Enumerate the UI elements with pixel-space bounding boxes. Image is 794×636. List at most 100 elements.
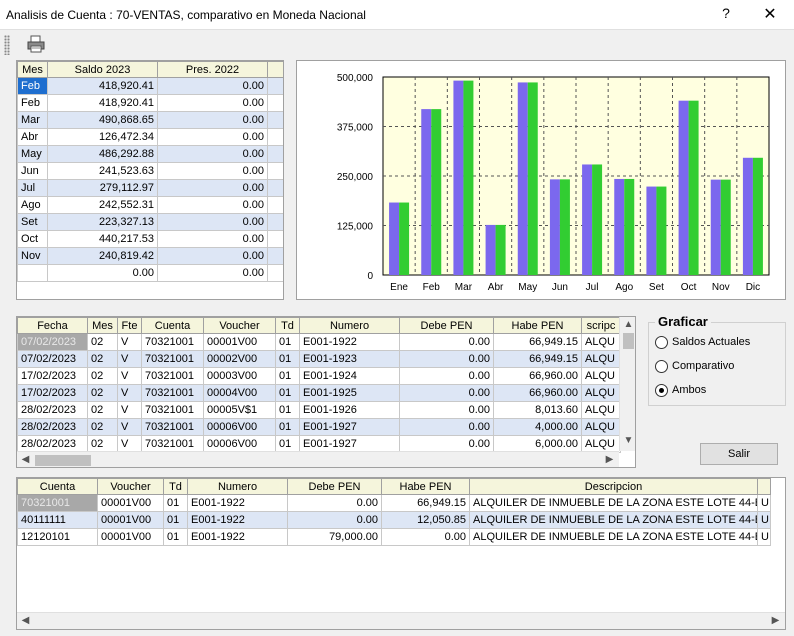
detail-cell[interactable]: E001-1924	[299, 367, 400, 385]
entries-col-header[interactable]: Numero	[187, 478, 288, 495]
entries-col-header[interactable]	[757, 478, 771, 495]
detail-cell[interactable]: 01	[275, 418, 300, 436]
entries-cell[interactable]: ALQUILER DE INMUEBLE DE LA ZONA ESTE LOT…	[469, 511, 758, 529]
cell-mes[interactable]: Ago	[17, 196, 48, 214]
scroll-left-arrow[interactable]: ◀	[21, 454, 30, 465]
detail-cell[interactable]: 70321001	[141, 435, 204, 453]
detail-cell[interactable]: 00006V00	[203, 435, 276, 453]
scroll-down-arrow[interactable]: ▼	[623, 435, 634, 446]
cell-mes[interactable]: Abr	[17, 128, 48, 146]
cell-mes[interactable]: Set	[17, 213, 48, 231]
entries-cell[interactable]: 00001V00	[97, 494, 164, 512]
monthly-row[interactable]: Set 223,327.13 0.00	[17, 213, 283, 231]
detail-col-header[interactable]: Fte	[117, 317, 142, 334]
detail-row[interactable]: 07/02/2023 02 V 70321001 00002V00 01 E001-1923…	[17, 350, 621, 368]
entries-cell[interactable]: U	[757, 511, 771, 529]
detail-cell[interactable]: E001-1922	[299, 333, 400, 351]
cell-saldo[interactable]: 418,920.41	[47, 77, 158, 95]
cell-saldo[interactable]: 126,472.34	[47, 128, 158, 146]
cell-mes[interactable]: Nov	[17, 247, 48, 265]
detail-col-header[interactable]: Voucher	[203, 317, 276, 334]
toolbar-grip[interactable]	[4, 35, 10, 55]
monthly-row[interactable]: Nov 240,819.42 0.00	[17, 247, 283, 265]
detail-cell[interactable]: 01	[275, 435, 300, 453]
entries-cell[interactable]: 70321001	[17, 494, 98, 512]
detail-cell[interactable]: 0.00	[399, 367, 494, 385]
monthly-row[interactable]: Abr 126,472.34 0.00	[17, 128, 283, 146]
cell-pres[interactable]: 0.00	[157, 111, 268, 129]
detail-cell[interactable]: 01	[275, 401, 300, 419]
detail-cell[interactable]: 70321001	[141, 350, 204, 368]
detail-vscrollbar[interactable]: ▲ ▼	[619, 317, 635, 451]
entries-col-header[interactable]: Voucher	[97, 478, 164, 495]
monthly-row[interactable]: Ago 242,552.31 0.00	[17, 196, 283, 214]
detail-cell[interactable]: 00001V00	[203, 333, 276, 351]
detail-cell[interactable]: 00004V00	[203, 384, 276, 402]
cell-mes[interactable]: Feb	[17, 77, 48, 95]
entries-cell[interactable]: 01	[163, 511, 188, 529]
detail-cell[interactable]: 02	[87, 350, 118, 368]
monthly-row[interactable]: 0.00 0.00	[17, 264, 283, 282]
cell-mes[interactable]	[17, 264, 48, 282]
cell-pres[interactable]: 0.00	[157, 128, 268, 146]
detail-cell[interactable]: 02	[87, 384, 118, 402]
monthly-row[interactable]: Jun 241,523.63 0.00	[17, 162, 283, 180]
detail-cell[interactable]: 66,949.15	[493, 333, 582, 351]
entries-cell[interactable]: 00001V00	[97, 528, 164, 546]
detail-cell[interactable]: 00003V00	[203, 367, 276, 385]
detail-row[interactable]: 28/02/2023 02 V 70321001 00006V00 01 E001-1927…	[17, 435, 621, 453]
cell-saldo[interactable]: 486,292.88	[47, 145, 158, 163]
detail-cell[interactable]: 17/02/2023	[17, 367, 88, 385]
detail-cell[interactable]: 01	[275, 367, 300, 385]
entries-cell[interactable]: 79,000.00	[287, 528, 382, 546]
cell-pres[interactable]: 0.00	[157, 196, 268, 214]
detail-cell[interactable]: 00005V$1	[203, 401, 276, 419]
cell-saldo[interactable]: 440,217.53	[47, 230, 158, 248]
detail-cell[interactable]: 8,013.60	[493, 401, 582, 419]
detail-row[interactable]: 17/02/2023 02 V 70321001 00003V00 01 E001-1924…	[17, 367, 621, 385]
entries-cell[interactable]: U	[757, 494, 771, 512]
monthly-row[interactable]: Oct 440,217.53 0.00	[17, 230, 283, 248]
detail-cell[interactable]: 66,960.00	[493, 384, 582, 402]
entries-cell[interactable]: ALQUILER DE INMUEBLE DE LA ZONA ESTE LOT…	[469, 528, 758, 546]
col-pres[interactable]: Pres. 2022	[157, 61, 268, 78]
detail-cell[interactable]: 07/02/2023	[17, 350, 88, 368]
entries-row[interactable]: 70321001 00001V00 01 E001-1922 0.00 66,949.15…	[17, 494, 771, 512]
entries-hscrollbar[interactable]: ◀ ▶	[17, 612, 785, 629]
entries-cell[interactable]: 66,949.15	[381, 494, 470, 512]
detail-cell[interactable]: 28/02/2023	[17, 401, 88, 419]
entries-cell[interactable]: ALQUILER DE INMUEBLE DE LA ZONA ESTE LOT…	[469, 494, 758, 512]
detail-col-header[interactable]: Mes	[87, 317, 118, 334]
detail-cell[interactable]: 0.00	[399, 401, 494, 419]
entries-col-header[interactable]: Habe PEN	[381, 478, 470, 495]
radio-ambos[interactable]: Ambos	[655, 381, 706, 399]
detail-cell[interactable]: E001-1927	[299, 418, 400, 436]
detail-cell[interactable]: 17/02/2023	[17, 384, 88, 402]
detail-cell[interactable]: ALQU	[581, 333, 621, 351]
detail-cell[interactable]: 28/02/2023	[17, 435, 88, 453]
detail-cell[interactable]: E001-1926	[299, 401, 400, 419]
entries-grid[interactable]: Cuenta Voucher Td Numero Debe PEN Habe PEN Des…	[16, 477, 786, 630]
print-button[interactable]	[26, 35, 46, 53]
cell-pres[interactable]: 0.00	[157, 230, 268, 248]
cell-saldo[interactable]: 279,112.97	[47, 179, 158, 197]
monthly-row[interactable]: Feb 418,920.41 0.00	[17, 94, 283, 112]
detail-col-header[interactable]: Numero	[299, 317, 400, 334]
cell-pres[interactable]: 0.00	[157, 162, 268, 180]
cell-saldo[interactable]: 223,327.13	[47, 213, 158, 231]
close-button[interactable]: ✕	[763, 6, 777, 23]
detail-cell[interactable]: 70321001	[141, 418, 204, 436]
detail-cell[interactable]: ALQU	[581, 401, 621, 419]
detail-row[interactable]: 17/02/2023 02 V 70321001 00004V00 01 E001-1925…	[17, 384, 621, 402]
cell-saldo[interactable]: 242,552.31	[47, 196, 158, 214]
detail-grid[interactable]: Fecha Mes Fte Cuenta Voucher Td Numero Debe PEN…	[16, 316, 636, 468]
entries-cell[interactable]: 0.00	[287, 494, 382, 512]
detail-row[interactable]: 07/02/2023 02 V 70321001 00001V00 01 E001-1922…	[17, 333, 621, 351]
scroll-right-arrow[interactable]: ▶	[771, 615, 780, 626]
detail-cell[interactable]: 01	[275, 384, 300, 402]
detail-cell[interactable]: 00006V00	[203, 418, 276, 436]
entries-row[interactable]: 40111111 00001V00 01 E001-1922 0.00 12,050.85…	[17, 511, 771, 529]
detail-cell[interactable]: ALQU	[581, 435, 621, 453]
entries-cell[interactable]: E001-1922	[187, 528, 288, 546]
detail-cell[interactable]: 70321001	[141, 401, 204, 419]
